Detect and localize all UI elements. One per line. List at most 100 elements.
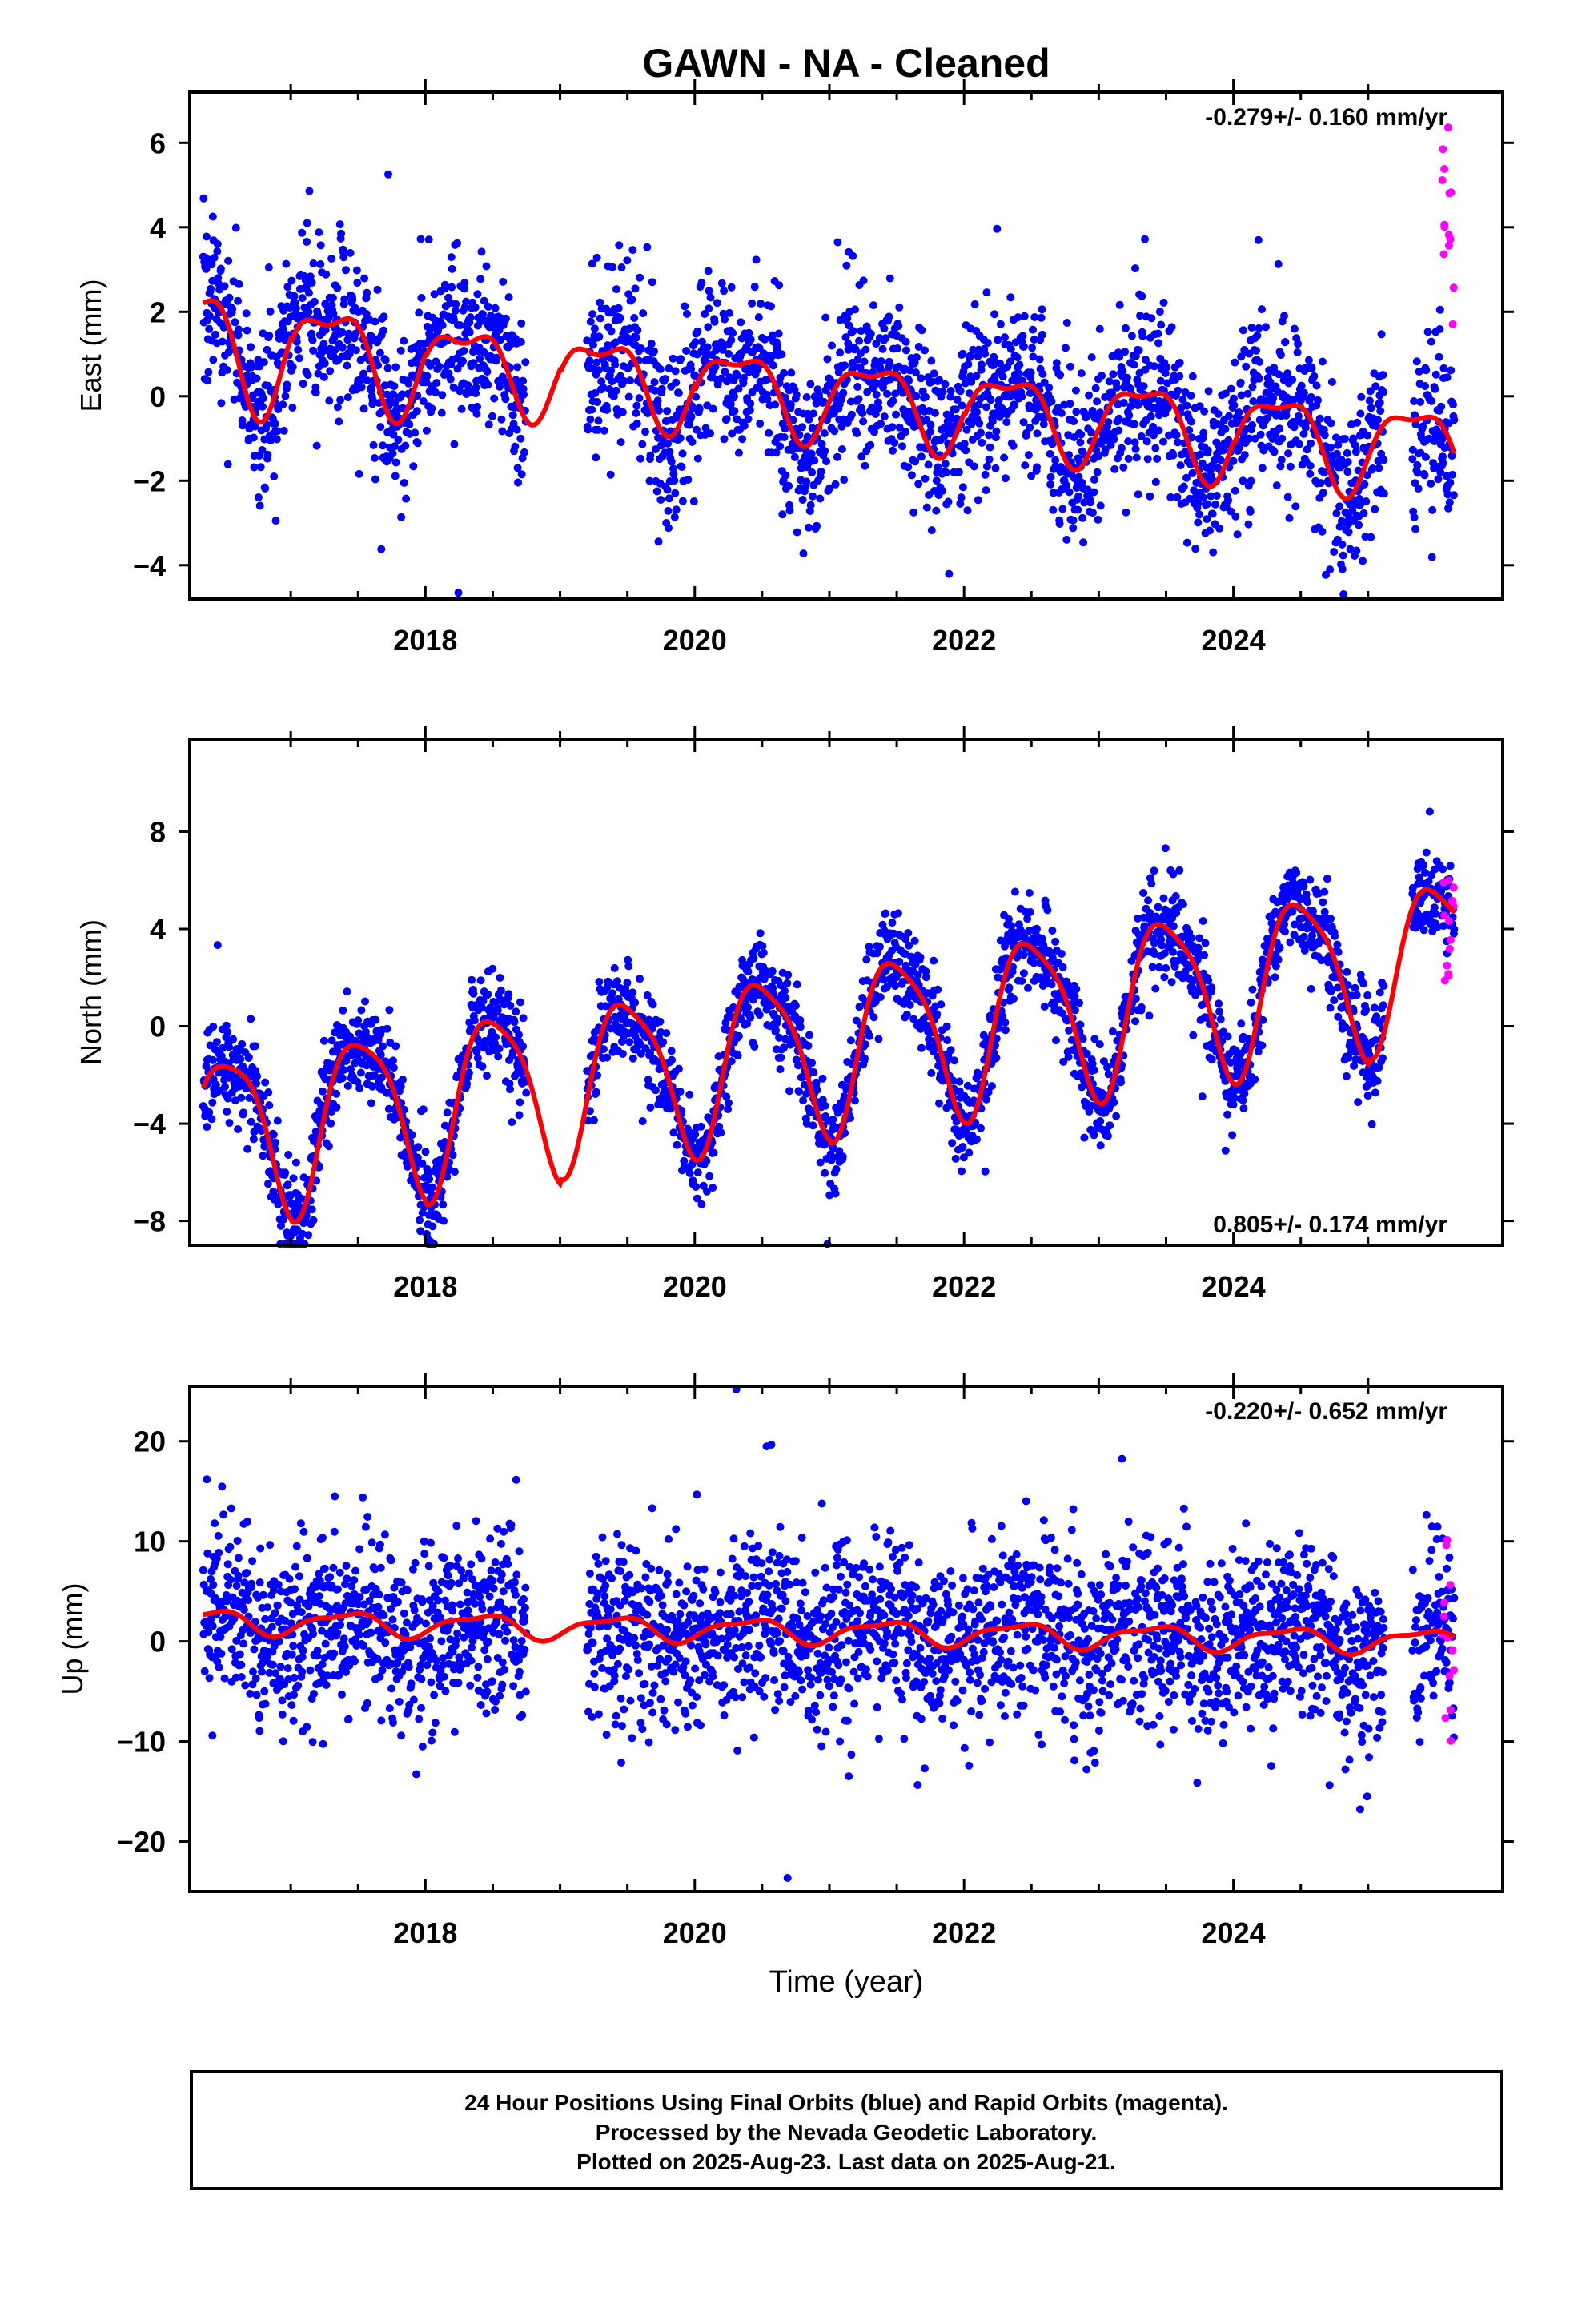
north-point	[838, 1152, 847, 1161]
north-point	[648, 1000, 657, 1009]
east-point	[1110, 435, 1118, 444]
east-point	[1435, 352, 1443, 361]
north-point	[1131, 1017, 1139, 1026]
north-point	[744, 967, 753, 976]
east-point	[367, 386, 375, 395]
east-point	[477, 247, 486, 256]
east-point	[520, 448, 528, 456]
east-point	[259, 394, 267, 403]
east-point	[1332, 433, 1340, 442]
east-point	[1038, 370, 1047, 378]
east-point	[409, 462, 418, 471]
east-point	[265, 332, 274, 340]
north-point	[734, 1031, 743, 1040]
east-point	[1375, 398, 1384, 407]
east-point	[586, 415, 595, 424]
east-point	[1343, 448, 1351, 457]
east-point	[670, 476, 679, 485]
north-point	[851, 1096, 859, 1105]
east-point	[822, 457, 831, 466]
north-point	[1145, 1011, 1154, 1020]
north-point	[243, 1144, 252, 1153]
north-point	[1051, 937, 1060, 946]
east-point	[1351, 448, 1360, 456]
east-point	[1310, 372, 1319, 380]
north-point	[221, 1083, 229, 1091]
north-point	[705, 1172, 714, 1180]
east-point	[519, 384, 528, 393]
east-point	[1339, 590, 1348, 598]
north-point	[279, 1216, 287, 1224]
north-point	[371, 1015, 380, 1024]
east-point	[706, 429, 714, 438]
east-point	[451, 307, 460, 315]
east-point	[1015, 360, 1024, 369]
north-point	[440, 1216, 448, 1225]
east-point	[704, 323, 713, 332]
east-point	[508, 411, 517, 420]
east-point	[1439, 459, 1447, 468]
east-point	[663, 407, 672, 416]
east-point	[462, 297, 471, 306]
east-point	[1127, 332, 1136, 340]
east-point	[831, 480, 840, 489]
east-point	[1065, 488, 1074, 497]
north-point	[1095, 1040, 1104, 1049]
east-point	[1131, 444, 1140, 453]
east-point	[809, 492, 817, 501]
east-point	[413, 392, 422, 400]
north-point	[910, 936, 919, 945]
east-point	[841, 361, 849, 370]
north-point	[595, 978, 604, 986]
east-point	[338, 343, 347, 352]
east-point	[453, 239, 462, 247]
east-point	[583, 336, 592, 345]
east-point	[631, 284, 640, 293]
east-point	[1262, 323, 1270, 332]
east-point	[1118, 444, 1126, 452]
north-point	[212, 1038, 221, 1047]
east-point	[978, 438, 986, 447]
east-point	[1327, 419, 1335, 428]
east-point	[1010, 401, 1018, 410]
north-point	[917, 1043, 926, 1052]
east-point	[599, 384, 608, 392]
east-point	[339, 253, 348, 262]
east-point	[901, 337, 910, 346]
north-point	[768, 967, 777, 975]
north-point	[238, 1039, 247, 1048]
east-point	[823, 355, 832, 364]
east-point	[632, 408, 640, 417]
east-point	[359, 369, 368, 378]
north-point	[470, 1016, 479, 1025]
east-point	[981, 349, 990, 358]
east-point	[705, 287, 713, 296]
east-point	[799, 549, 808, 558]
east-point	[1110, 464, 1119, 473]
north-point	[469, 989, 478, 998]
east-point	[1212, 492, 1221, 500]
east-point	[1062, 344, 1070, 352]
east-point	[1236, 378, 1245, 387]
east-point	[1132, 453, 1141, 462]
east-point	[279, 426, 288, 435]
east-point	[737, 318, 745, 327]
east-point	[207, 260, 216, 269]
east-point	[626, 376, 635, 385]
east-point	[440, 280, 449, 289]
east-point	[1219, 446, 1228, 455]
east-point	[957, 493, 966, 502]
north-point	[448, 1151, 457, 1160]
north-point	[692, 1183, 701, 1191]
north-point	[981, 1167, 990, 1176]
east-point	[521, 358, 530, 367]
east-point	[1255, 357, 1264, 366]
east-point	[1319, 489, 1327, 497]
north-point	[1010, 887, 1019, 896]
north-point	[383, 1024, 391, 1033]
east-x-tick-label: 2020	[663, 624, 727, 657]
east-point	[1018, 332, 1027, 340]
east-point	[1283, 369, 1292, 378]
east-point	[438, 321, 447, 329]
east-point	[993, 224, 1002, 233]
